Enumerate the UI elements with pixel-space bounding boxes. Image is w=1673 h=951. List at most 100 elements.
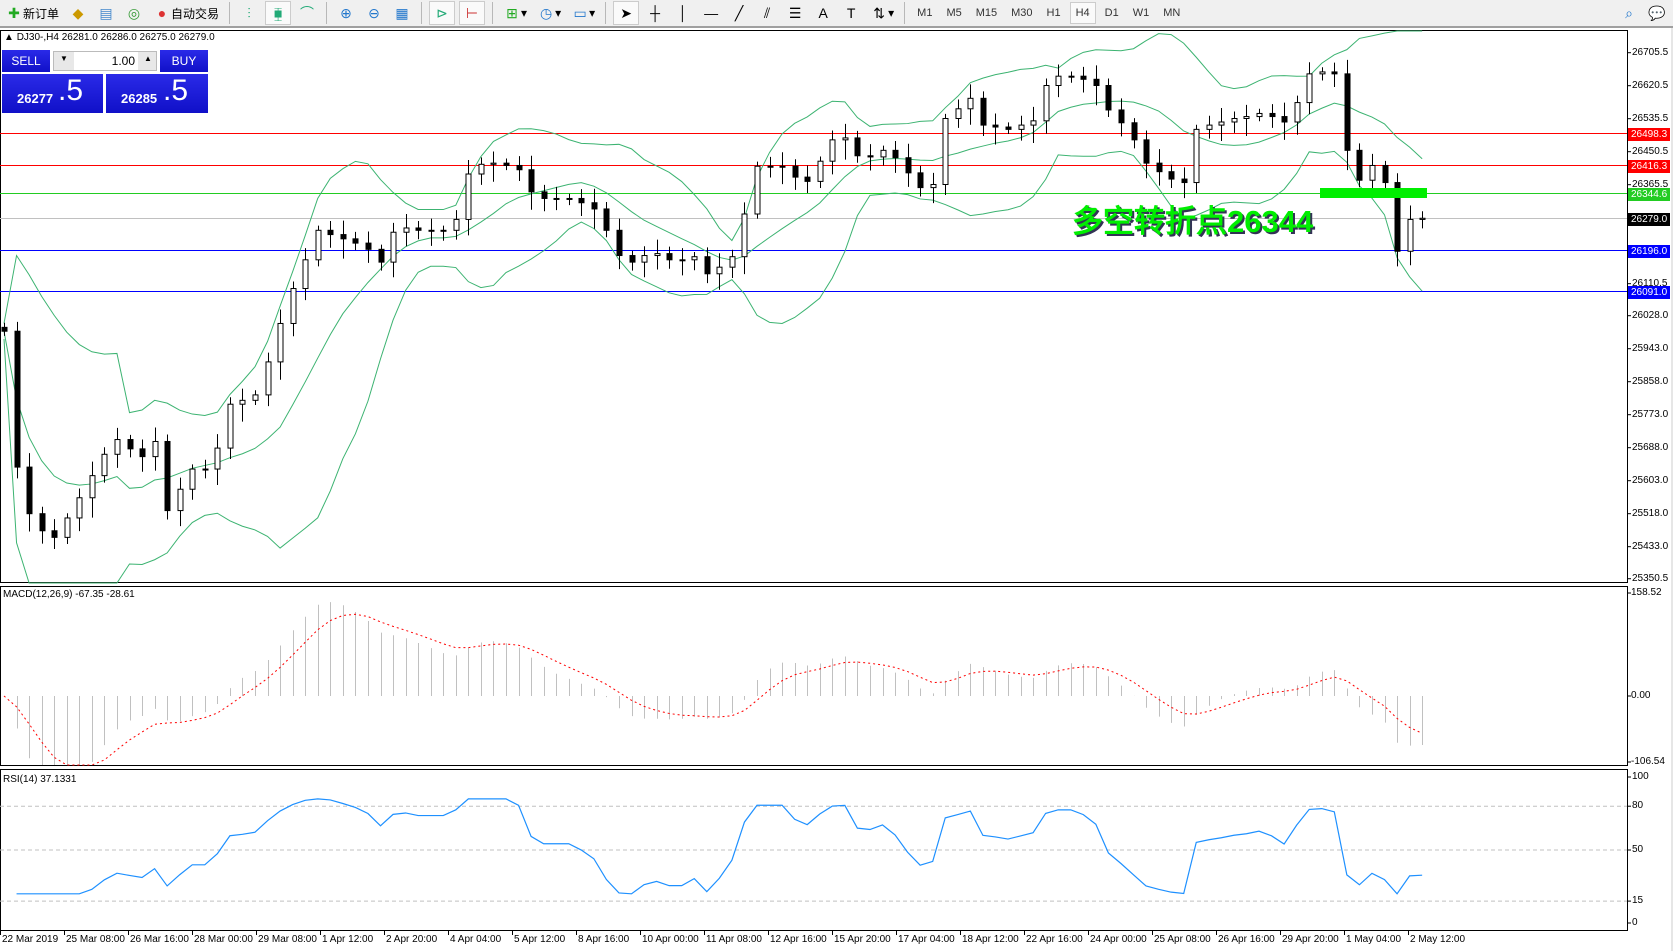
collapse-triangle-icon[interactable]: ▲ [4, 32, 17, 43]
candle-bear [1181, 178, 1188, 184]
symbol-info-text: DJ30-,H4 26281.0 26286.0 26275.0 26279.0 [16, 32, 215, 43]
signals-button[interactable]: ◎ [122, 1, 146, 25]
candle-bull [252, 394, 259, 401]
trendline-button[interactable]: ╱ [727, 1, 751, 25]
timeframe-m1[interactable]: M1 [917, 7, 933, 19]
dropdown-arrow-icon: ▾ [589, 6, 596, 20]
periods-button[interactable]: ◷ ▾ [534, 1, 564, 25]
vertical-line-button[interactable]: │ [671, 1, 695, 25]
metaeditor-button[interactable]: ◆ [66, 1, 90, 25]
candle-bull [641, 255, 648, 263]
lot-decrease-icon[interactable]: ▼ [60, 54, 68, 63]
candle-bull [428, 229, 435, 232]
auto-trading-button[interactable]: ● 自动交易 [150, 1, 222, 25]
candle-bull [1243, 116, 1250, 119]
candle-bull [290, 288, 297, 324]
candle-bear [905, 157, 912, 174]
toolbar: ✚ 新订单 ◆ ▤ ◎ ● 自动交易 ⫶ ⧯ ⌒ ⊕ ⊖ ▦ ⊳ ⊢ ⊞ ▾ ◷ ▾ ▭… [0, 0, 1673, 28]
candle-bear [503, 162, 510, 166]
price-tick-label: 26028.0 [1632, 309, 1669, 321]
candle-bear [704, 256, 711, 275]
text-label-button[interactable]: T [839, 1, 863, 25]
candle-bull [1369, 164, 1376, 181]
pivot-annotation[interactable]: 多空转折点26344 [1072, 204, 1314, 239]
candle-bull [277, 322, 284, 363]
cursor-button[interactable]: ➤ [613, 1, 640, 25]
time-label: 25 Apr 08:00 [1154, 934, 1211, 945]
candle-bear [666, 253, 673, 261]
separator [229, 2, 231, 24]
timeframe-w1[interactable]: W1 [1132, 7, 1150, 19]
timeframe-m5[interactable]: M5 [946, 7, 962, 19]
candle-bear [352, 238, 359, 244]
chat-button[interactable]: 💬 [1645, 1, 1669, 25]
macd-panel-border [0, 586, 1628, 766]
line-chart-button[interactable]: ⌒ [295, 1, 319, 25]
candle-bear [1344, 73, 1351, 151]
indicators-button[interactable]: ⊞ ▾ [500, 1, 530, 25]
fibonacci-icon: ☰ [788, 5, 802, 21]
buy-price-button[interactable]: 26285 .5 [106, 74, 208, 113]
fibonacci-button[interactable]: ☰ [783, 1, 807, 25]
autoscroll-button[interactable]: ⊢ [459, 1, 486, 25]
candle-bull [101, 453, 108, 477]
candle-bear [804, 176, 811, 182]
timeframe-mn[interactable]: MN [1163, 7, 1181, 19]
candle-bear [616, 229, 623, 257]
price-tag-26091.0: 26091.0 [1628, 285, 1670, 299]
time-label: 8 Apr 16:00 [578, 934, 630, 945]
timeframe-m30[interactable]: M30 [1011, 7, 1033, 19]
sell-button[interactable]: SELL [2, 50, 50, 72]
candle-bear [1281, 116, 1288, 123]
price-tick-label: 26535.5 [1632, 112, 1669, 124]
candle-bear [1269, 112, 1276, 118]
templates-button[interactable]: ▭ ▾ [568, 1, 598, 25]
rsi-line [16, 798, 1423, 895]
candle-bear [1118, 109, 1125, 124]
crosshair-icon: ┼ [650, 5, 661, 21]
new-order-button[interactable]: ✚ 新订单 [2, 1, 62, 25]
candle-bull [553, 197, 560, 200]
candle-bull [829, 139, 836, 162]
search-button[interactable]: ⌕ [1617, 1, 1641, 25]
candle-bear [792, 165, 799, 178]
clock-icon: ◷ [539, 5, 553, 21]
macd-tick-label: 158.52 [1631, 587, 1662, 598]
buy-button[interactable]: BUY [160, 50, 208, 72]
horizontal-line-button[interactable]: — [699, 1, 723, 25]
candle-bear [603, 208, 610, 231]
arrows-button[interactable]: ⇅ ▾ [867, 1, 897, 25]
lot-increase-icon[interactable]: ▲ [144, 54, 152, 63]
sell-price-button[interactable]: 26277 .5 [2, 74, 103, 113]
time-label: 15 Apr 20:00 [834, 934, 891, 945]
candle-bull [214, 447, 221, 470]
bar-chart-icon: ⫶ [247, 5, 251, 21]
equidistant-channel-button[interactable]: ⫽ [755, 1, 779, 25]
timeframe-d1[interactable]: D1 [1104, 7, 1119, 19]
lot-stepper[interactable]: ▼ 1.00 ▲ [53, 51, 157, 71]
candle-bear [327, 229, 334, 236]
candle-bull [1068, 75, 1075, 78]
text-button[interactable]: A [811, 1, 835, 25]
bar-chart-button[interactable]: ⫶ [237, 1, 261, 25]
timeframe-h1[interactable]: H1 [1046, 7, 1061, 19]
timeframe-h4[interactable]: H4 [1069, 2, 1096, 24]
crosshair-button[interactable]: ┼ [643, 1, 667, 25]
terminal-button[interactable]: ▤ [94, 1, 118, 25]
timeframe-m15[interactable]: M15 [975, 7, 998, 19]
price-tick-label: 26450.5 [1632, 145, 1669, 157]
zoom-in-button[interactable]: ⊕ [334, 1, 358, 25]
time-label: 26 Apr 16:00 [1218, 934, 1275, 945]
macd-tick-label: -106.54 [1631, 756, 1665, 767]
tile-windows-button[interactable]: ▦ [390, 1, 414, 25]
zoom-out-button[interactable]: ⊖ [362, 1, 386, 25]
lot-input[interactable]: 1.00 [74, 52, 138, 70]
candlestick-button[interactable]: ⧯ [265, 1, 292, 25]
price-tick-label: 26365.5 [1632, 178, 1669, 190]
candle-bull [239, 399, 246, 405]
candle-bear [1143, 139, 1150, 164]
chart-shift-button[interactable]: ⊳ [429, 1, 456, 25]
price-tick-label: 26110.5 [1632, 277, 1668, 289]
candle-bear [1156, 162, 1163, 173]
